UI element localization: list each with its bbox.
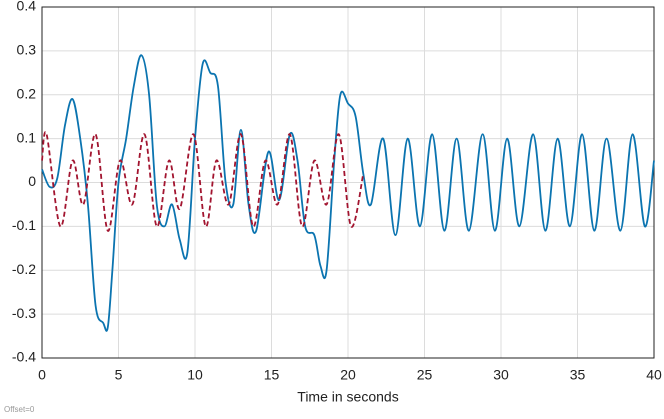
plot-frame: [41, 6, 655, 359]
x-tick-label: 10: [187, 367, 203, 383]
y-tick-label: -0.4: [12, 349, 36, 365]
offset-note: Offset=0: [4, 405, 35, 414]
x-tick-label: 0: [38, 367, 46, 383]
x-axis-label: Time in seconds: [297, 389, 398, 405]
x-tick-label: 5: [115, 367, 123, 383]
x-tick-label: 30: [493, 367, 509, 383]
data-line: [41, 131, 365, 232]
x-tick-label: 15: [264, 367, 280, 383]
y-tick-label: 0.1: [17, 129, 37, 145]
y-tick-label: 0.3: [17, 42, 37, 58]
x-tick-label: 20: [340, 367, 356, 383]
y-tick-label: -0.2: [12, 261, 36, 277]
y-tick-label: 0.2: [17, 85, 37, 101]
data-line: [41, 54, 655, 332]
y-tick-label: -0.1: [12, 217, 36, 233]
x-tick-label: 35: [570, 367, 586, 383]
y-tick-label: 0: [28, 173, 36, 189]
x-tick-label: 40: [646, 367, 662, 383]
x-tick-label: 25: [417, 367, 433, 383]
y-tick-label: 0.4: [17, 0, 37, 14]
y-tick-label: -0.3: [12, 305, 36, 321]
